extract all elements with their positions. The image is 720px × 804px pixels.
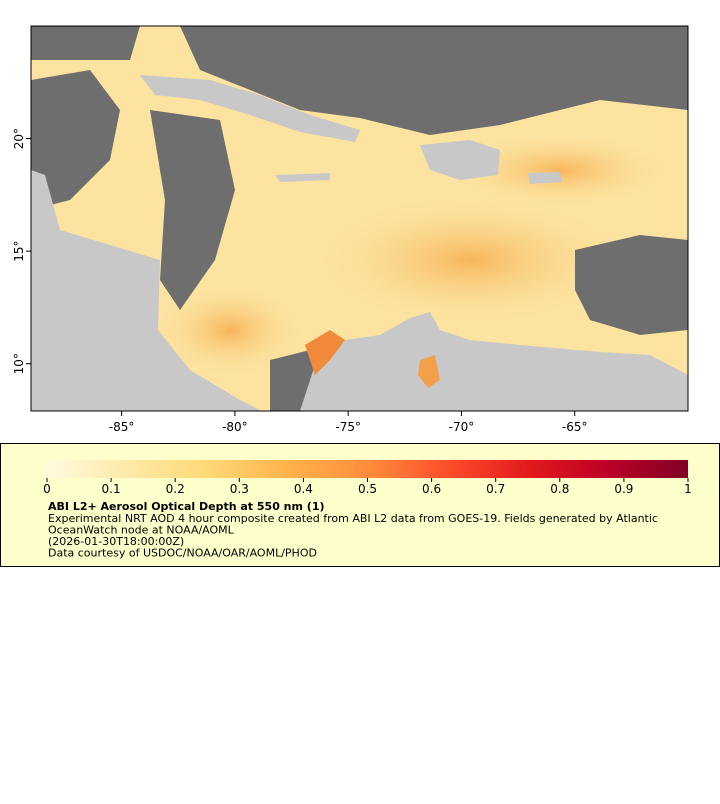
legend-note: Data courtesy of USDOC/NOAA/OAR/AOML/PHO… (48, 547, 317, 560)
colorbar-tick-label: 0 (43, 482, 51, 496)
cloud (31, 70, 120, 210)
y-tick-label: 10° (12, 353, 26, 374)
plot-frame (30, 25, 689, 412)
map (31, 26, 688, 411)
colorbar-tick-label: 1 (684, 482, 692, 496)
colorbar-tick-label: 0.9 (614, 482, 633, 496)
legend-title: ABI L2+ Aerosol Optical Depth at 550 nm … (48, 500, 325, 513)
colorbar-tick-label: 0.7 (486, 482, 505, 496)
cloud (31, 26, 140, 60)
puerto-rico (528, 172, 562, 184)
cloud (575, 235, 688, 335)
south-america (300, 312, 688, 411)
colorbar (47, 460, 688, 478)
legend-note: Experimental NRT AOD 4 hour composite cr… (48, 512, 658, 525)
haze (300, 190, 640, 330)
aod-patch (305, 330, 345, 375)
x-tick-label: -75° (335, 420, 361, 434)
colorbar-tick-label: 0.6 (422, 482, 441, 496)
colorbar-tick-label: 0.1 (102, 482, 121, 496)
legend-note: OceanWatch node at NOAA/AOML (48, 524, 235, 537)
x-tick-label: -70° (449, 420, 475, 434)
colorbar-tick-label: 0.4 (294, 482, 313, 496)
jamaica (275, 173, 330, 182)
hispaniola (420, 140, 500, 180)
y-tick-label: 15° (12, 241, 26, 262)
x-tick-label: -85° (109, 420, 135, 434)
x-tick-label: -80° (222, 420, 248, 434)
haze (150, 280, 310, 380)
colorbar-tick-label: 0.8 (550, 482, 569, 496)
colorbar-tick-label: 0.5 (358, 482, 377, 496)
colorbar-tick-label: 0.2 (166, 482, 185, 496)
colorbar-tick-label: 0.3 (230, 482, 249, 496)
cuba (140, 75, 360, 142)
central-america (31, 170, 262, 411)
cloud (180, 26, 688, 135)
legend-note: (2026-01-30T18:00:00Z) (48, 535, 184, 548)
aod-patch (418, 355, 440, 388)
y-tick-label: 20° (12, 128, 26, 149)
x-tick-label: -65° (562, 420, 588, 434)
cloud (150, 110, 235, 310)
